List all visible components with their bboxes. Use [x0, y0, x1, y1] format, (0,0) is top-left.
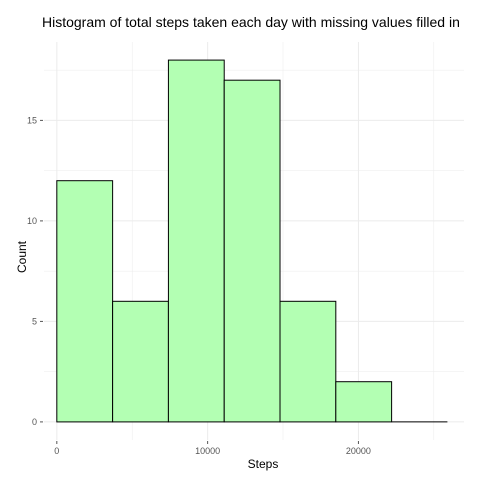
y-tick-label: 0: [32, 417, 37, 427]
y-tick-label: 5: [32, 316, 37, 326]
histogram-bar-6: [336, 382, 392, 422]
x-tick-label: 0: [54, 446, 59, 456]
x-tick-label: 20000: [346, 446, 371, 456]
histogram-bar-2: [113, 301, 169, 422]
x-axis-title: Steps: [233, 457, 293, 471]
histogram-bar-3: [168, 60, 224, 422]
y-tick-label: 10: [27, 216, 37, 226]
histogram-bar-4: [224, 80, 280, 422]
histogram-bar-1: [57, 181, 113, 422]
histogram-bar-5: [280, 301, 336, 422]
x-tick-label: 10000: [195, 446, 220, 456]
y-axis-title: Count: [15, 227, 29, 287]
y-tick-label: 15: [27, 115, 37, 125]
